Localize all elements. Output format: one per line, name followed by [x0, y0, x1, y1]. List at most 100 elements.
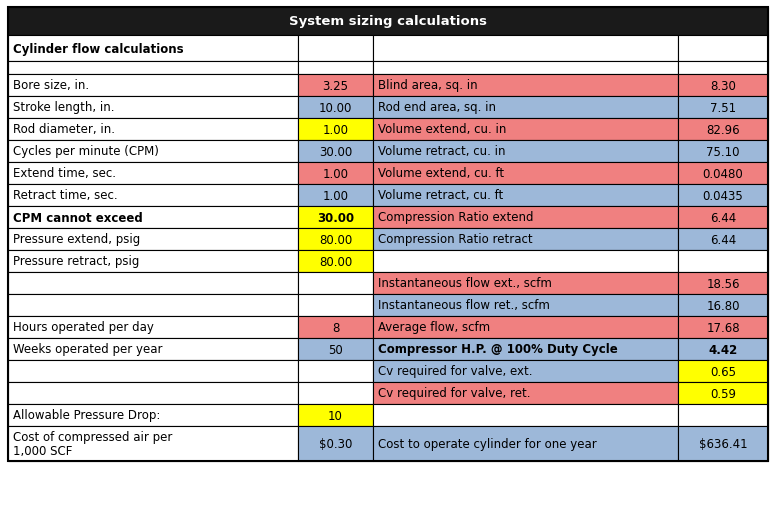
Bar [373, 62, 678, 75]
Bar [678, 97, 768, 119]
Text: Allowable Pressure Drop:: Allowable Pressure Drop: [13, 409, 160, 421]
Text: 0.65: 0.65 [710, 365, 736, 378]
Bar [678, 75, 768, 97]
Text: Volume retract, cu. in: Volume retract, cu. in [378, 145, 505, 158]
Bar [298, 62, 373, 75]
Bar [678, 229, 768, 250]
Bar [373, 140, 678, 163]
Text: $636.41: $636.41 [698, 437, 748, 450]
Text: Blind area, sq. in: Blind area, sq. in [378, 79, 477, 92]
Text: 8.30: 8.30 [710, 79, 736, 92]
Text: Average flow, scfm: Average flow, scfm [378, 321, 490, 334]
Text: 16.80: 16.80 [706, 299, 740, 312]
Text: 30.00: 30.00 [317, 211, 354, 224]
Bar [678, 426, 768, 461]
Text: Volume extend, cu. in: Volume extend, cu. in [378, 123, 507, 136]
Bar [298, 338, 373, 360]
Text: Instantaneous flow ext., scfm: Instantaneous flow ext., scfm [378, 277, 552, 290]
Bar [8, 185, 298, 207]
Bar [8, 207, 298, 229]
Text: 4.42: 4.42 [708, 343, 738, 356]
Bar [373, 229, 678, 250]
Bar [678, 250, 768, 272]
Bar [373, 36, 678, 62]
Text: 1.00: 1.00 [323, 123, 349, 136]
Text: 10.00: 10.00 [319, 101, 352, 115]
Bar [678, 272, 768, 294]
Bar [8, 229, 298, 250]
Text: Compression Ratio retract: Compression Ratio retract [378, 233, 533, 246]
Bar [8, 404, 298, 426]
Bar [678, 207, 768, 229]
Bar [8, 8, 768, 36]
Text: CPM cannot exceed: CPM cannot exceed [13, 211, 142, 224]
Bar [373, 185, 678, 207]
Bar [8, 250, 298, 272]
Bar [8, 36, 298, 62]
Bar [678, 404, 768, 426]
Bar [373, 382, 678, 404]
Bar [373, 75, 678, 97]
Bar [8, 119, 298, 140]
Text: 80.00: 80.00 [319, 255, 352, 268]
Text: 80.00: 80.00 [319, 233, 352, 246]
Bar [298, 360, 373, 382]
Bar [298, 163, 373, 185]
Bar [298, 185, 373, 207]
Bar [678, 140, 768, 163]
Bar [298, 229, 373, 250]
Text: Cost of compressed air per
1,000 SCF: Cost of compressed air per 1,000 SCF [13, 430, 172, 458]
Text: $0.30: $0.30 [319, 437, 352, 450]
Bar [8, 97, 298, 119]
Text: Cycles per minute (CPM): Cycles per minute (CPM) [13, 145, 159, 158]
Text: 0.0435: 0.0435 [702, 189, 743, 202]
Bar [373, 338, 678, 360]
Text: 3.25: 3.25 [323, 79, 349, 92]
Text: Compression Ratio extend: Compression Ratio extend [378, 211, 534, 224]
Text: 1.00: 1.00 [323, 167, 349, 180]
Bar [373, 272, 678, 294]
Bar [678, 317, 768, 338]
Bar [8, 294, 298, 317]
Bar [678, 338, 768, 360]
Text: Compressor H.P. @ 100% Duty Cycle: Compressor H.P. @ 100% Duty Cycle [378, 343, 618, 356]
Text: Cost to operate cylinder for one year: Cost to operate cylinder for one year [378, 437, 597, 450]
Bar [678, 36, 768, 62]
Bar [298, 404, 373, 426]
Bar [298, 140, 373, 163]
Text: 1.00: 1.00 [323, 189, 349, 202]
Text: 7.51: 7.51 [710, 101, 736, 115]
Bar [678, 163, 768, 185]
Bar [8, 382, 298, 404]
Text: 0.59: 0.59 [710, 387, 736, 400]
Bar [373, 360, 678, 382]
Text: Rod end area, sq. in: Rod end area, sq. in [378, 101, 496, 115]
Bar [8, 426, 298, 461]
Bar [678, 119, 768, 140]
Bar [8, 360, 298, 382]
Bar [298, 36, 373, 62]
Text: Instantaneous flow ret., scfm: Instantaneous flow ret., scfm [378, 299, 550, 312]
Bar [8, 62, 298, 75]
Bar [8, 140, 298, 163]
Bar [373, 317, 678, 338]
Bar [373, 426, 678, 461]
Bar [678, 62, 768, 75]
Text: Volume retract, cu. ft: Volume retract, cu. ft [378, 189, 504, 202]
Text: 8: 8 [332, 321, 340, 334]
Text: 6.44: 6.44 [710, 211, 736, 224]
Text: Cv required for valve, ret.: Cv required for valve, ret. [378, 387, 531, 400]
Bar [8, 8, 768, 461]
Text: System sizing calculations: System sizing calculations [289, 15, 487, 29]
Bar [8, 338, 298, 360]
Text: 0.0480: 0.0480 [702, 167, 743, 180]
Bar [298, 382, 373, 404]
Bar [298, 294, 373, 317]
Bar [298, 272, 373, 294]
Bar [8, 75, 298, 97]
Text: System sizing calculations: System sizing calculations [289, 15, 487, 29]
Text: 6.44: 6.44 [710, 233, 736, 246]
Bar [8, 272, 298, 294]
Bar [298, 119, 373, 140]
Bar [298, 250, 373, 272]
